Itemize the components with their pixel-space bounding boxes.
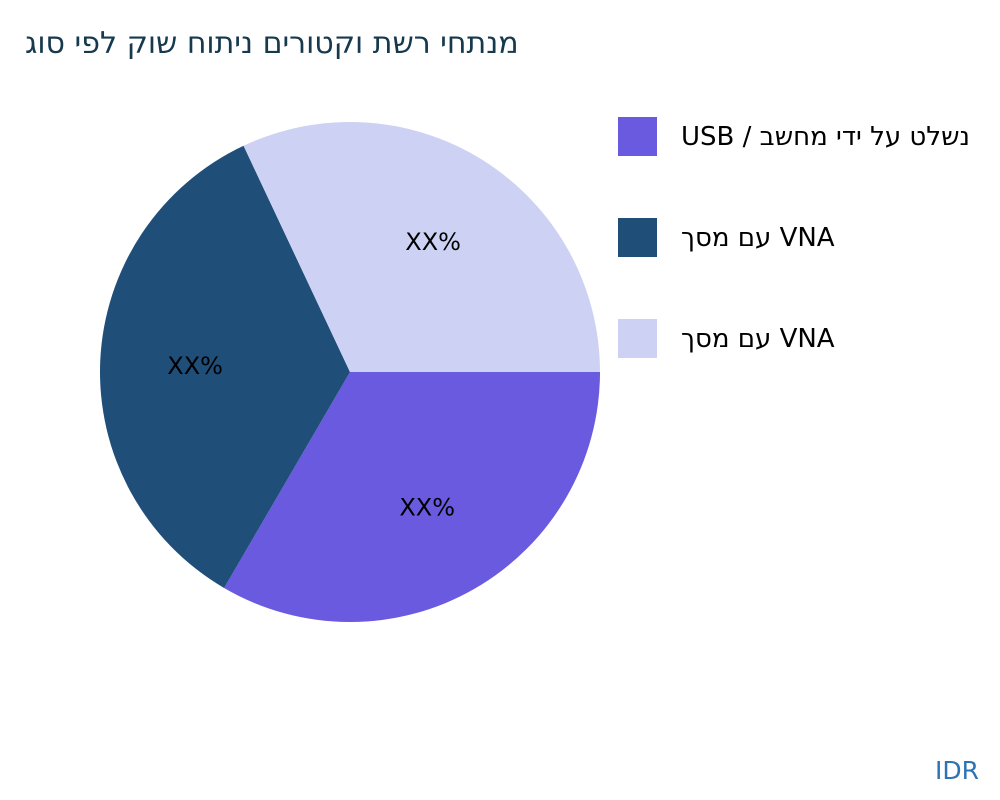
pie-slice xyxy=(243,122,600,372)
legend-swatch-icon xyxy=(618,319,657,358)
pie-slice-value-label: XX% xyxy=(399,493,455,521)
legend-item: VNA עם מסך xyxy=(618,218,970,257)
legend-item: נשלט על ידי מחשב / USB xyxy=(618,117,970,156)
chart-legend: נשלט על ידי מחשב / USB VNA עם מסך VNA עם… xyxy=(618,117,970,358)
pie-slice-value-label: XX% xyxy=(405,228,461,256)
chart-title: מנתחי רשת וקטורים ניתוח שוק לפי סוג xyxy=(25,26,519,61)
pie-chart-svg: XX% XX% XX% xyxy=(100,122,600,622)
pie-slice-value-label: XX% xyxy=(167,352,223,380)
legend-label: VNA עם מסך xyxy=(681,323,835,354)
pie-slice xyxy=(100,145,350,588)
legend-label: נשלט על ידי מחשב / USB xyxy=(681,121,970,152)
legend-label: VNA עם מסך xyxy=(681,222,835,253)
pie-slice xyxy=(224,372,600,622)
source-label: IDR xyxy=(935,756,979,785)
pie-chart: XX% XX% XX% xyxy=(100,122,600,622)
legend-swatch-icon xyxy=(618,218,657,257)
legend-swatch-icon xyxy=(618,117,657,156)
legend-item: VNA עם מסך xyxy=(618,319,970,358)
